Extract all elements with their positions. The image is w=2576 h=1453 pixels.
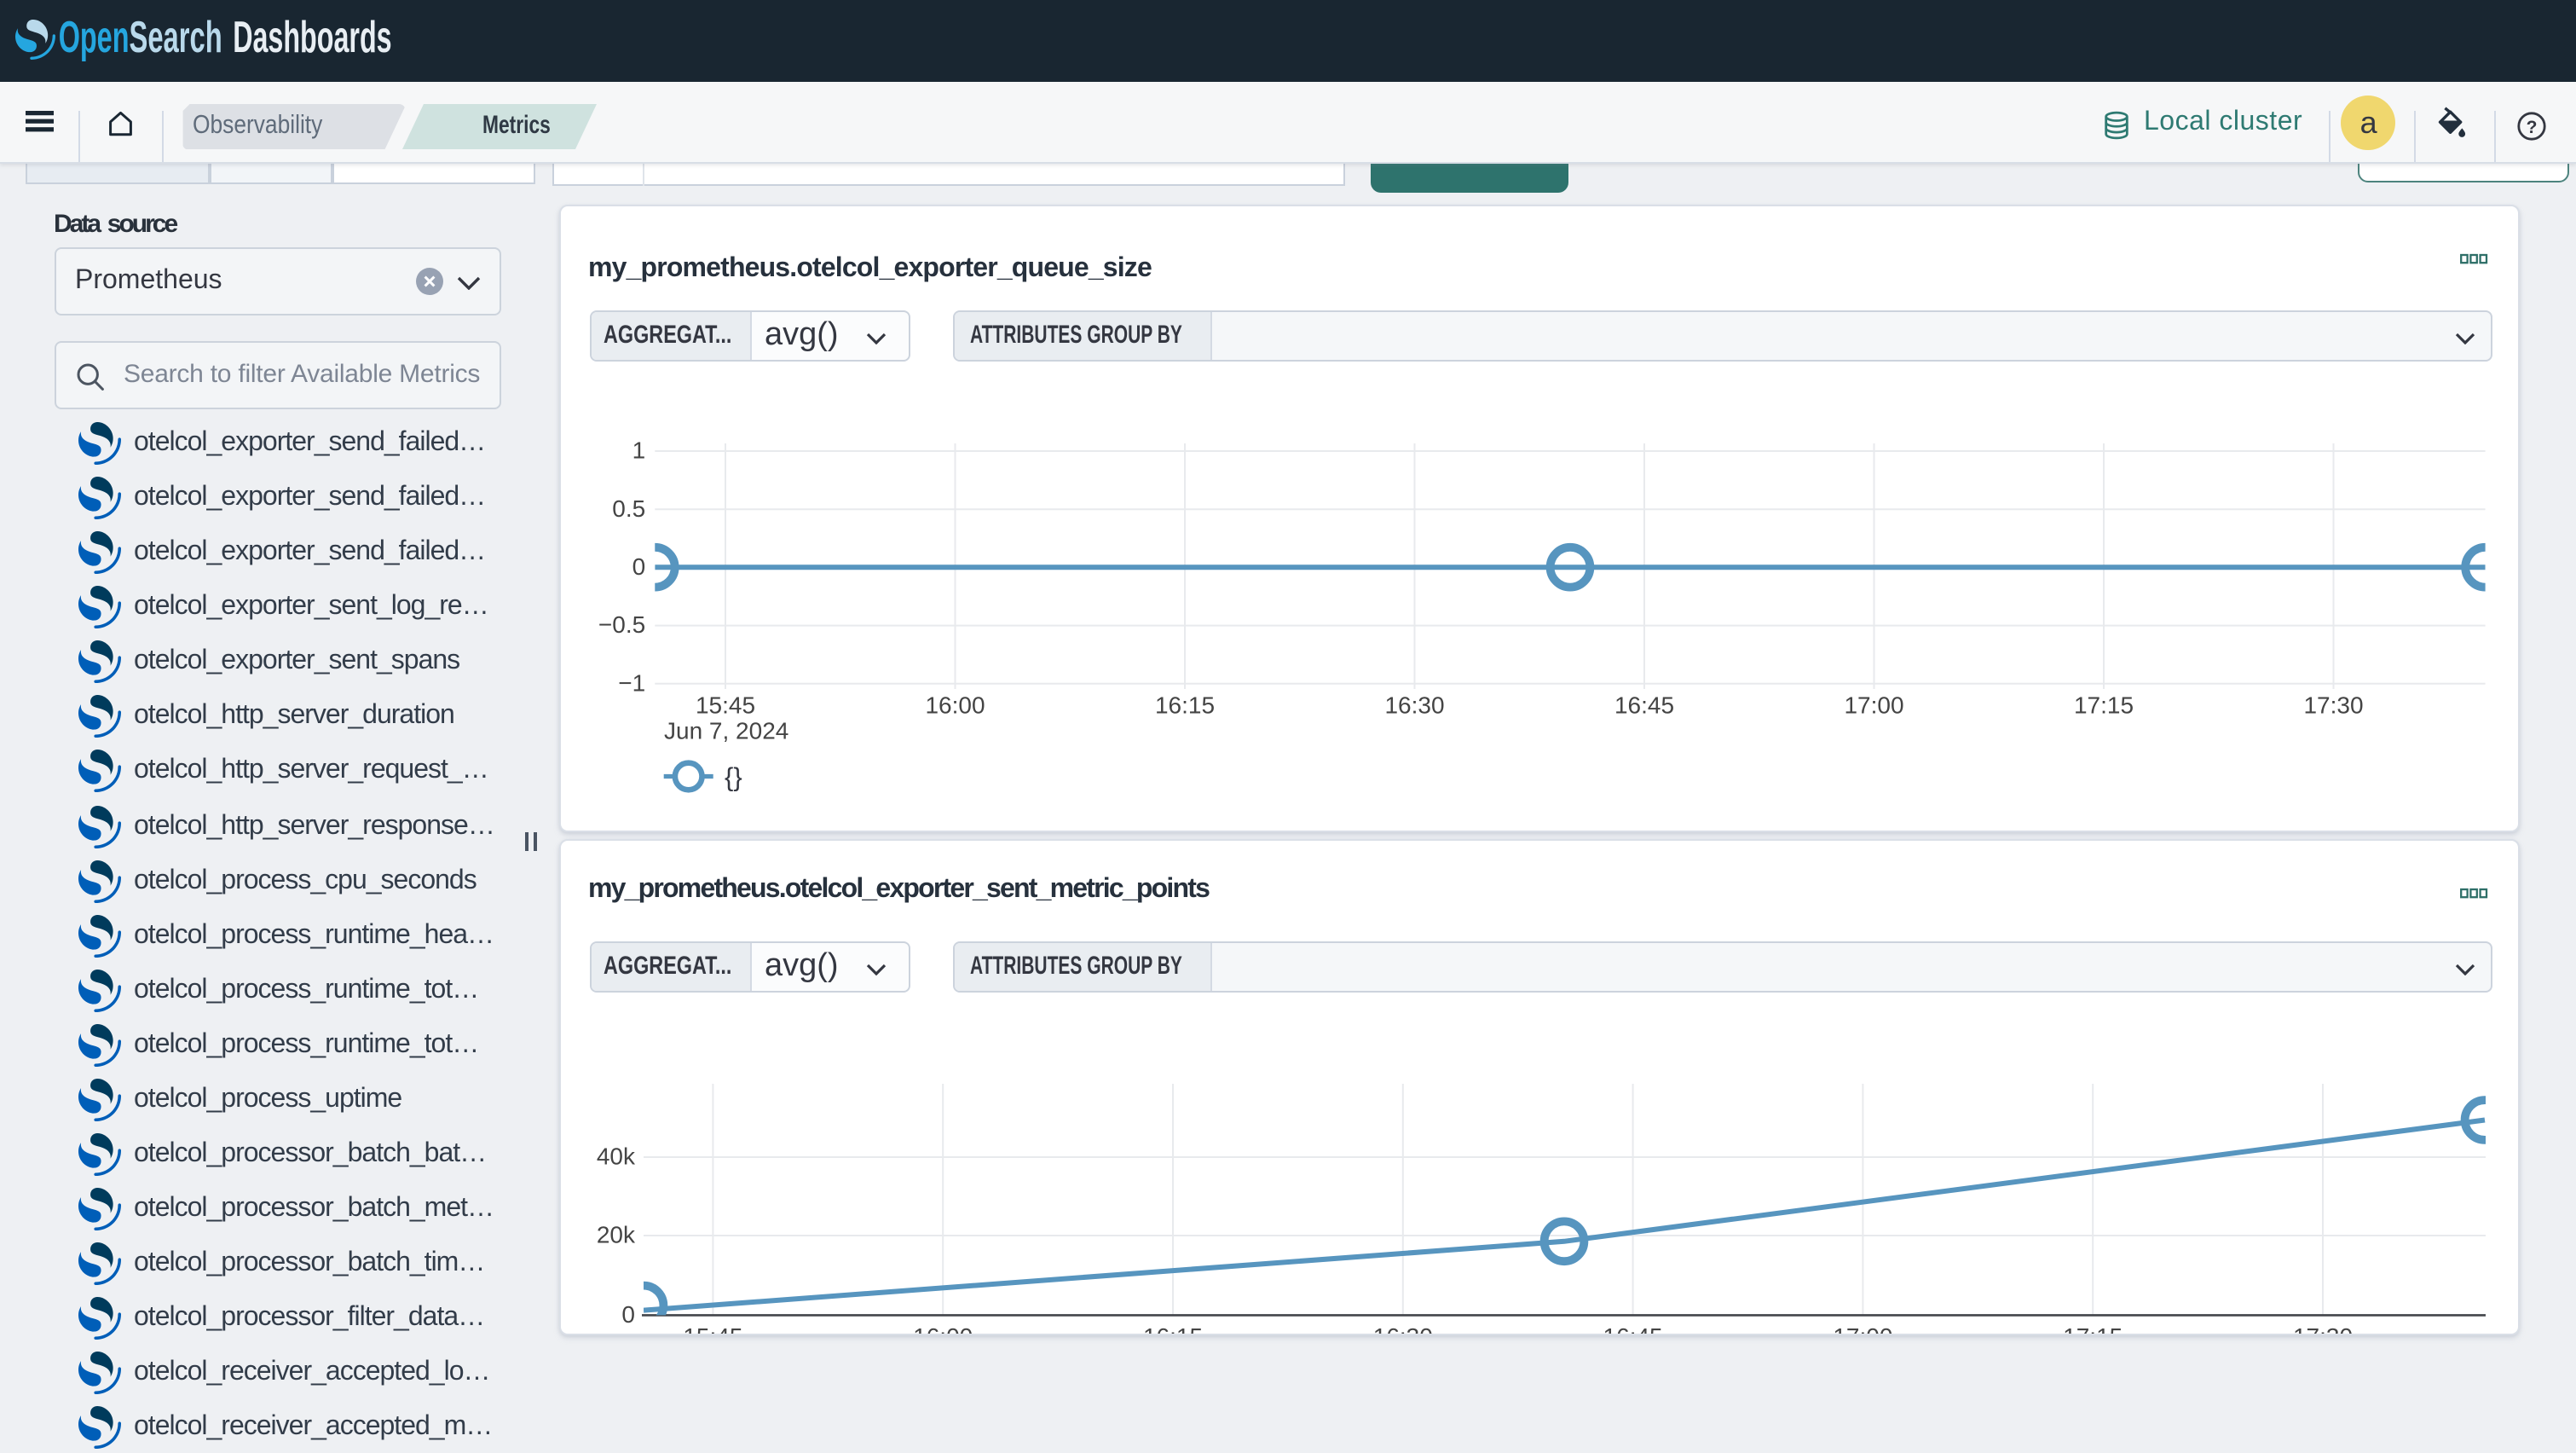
svg-text:17:15: 17:15 bbox=[2074, 692, 2134, 719]
svg-text:0: 0 bbox=[632, 553, 646, 580]
svg-text:15:45: 15:45 bbox=[683, 1323, 742, 1336]
svg-text:Jun 7, 2024: Jun 7, 2024 bbox=[664, 718, 788, 744]
svg-text:Open: Open bbox=[59, 13, 130, 62]
svg-text:16:30: 16:30 bbox=[1373, 1323, 1433, 1336]
svg-text:0.5: 0.5 bbox=[612, 495, 645, 522]
svg-text:16:15: 16:15 bbox=[1143, 1323, 1203, 1336]
svg-text:17:30: 17:30 bbox=[2303, 692, 2363, 719]
svg-text:{}: {} bbox=[725, 761, 742, 791]
svg-text:16:45: 16:45 bbox=[1603, 1323, 1663, 1336]
svg-text:?: ? bbox=[2526, 118, 2537, 137]
svg-text:20k: 20k bbox=[597, 1221, 636, 1247]
svg-text:−0.5: −0.5 bbox=[598, 611, 645, 638]
svg-text:17:00: 17:00 bbox=[1833, 1323, 1892, 1336]
svg-text:0: 0 bbox=[621, 1300, 635, 1327]
svg-text:40k: 40k bbox=[597, 1143, 636, 1169]
svg-text:15:45: 15:45 bbox=[696, 692, 755, 719]
svg-text:Dashboards: Dashboards bbox=[233, 13, 391, 62]
svg-text:Search: Search bbox=[130, 13, 222, 62]
svg-text:16:30: 16:30 bbox=[1384, 692, 1444, 719]
svg-text:17:15: 17:15 bbox=[2063, 1323, 2123, 1336]
svg-text:16:15: 16:15 bbox=[1155, 692, 1215, 719]
svg-text:1: 1 bbox=[632, 437, 646, 464]
svg-text:16:00: 16:00 bbox=[925, 692, 985, 719]
svg-text:17:00: 17:00 bbox=[1844, 692, 1903, 719]
svg-text:17:30: 17:30 bbox=[2293, 1323, 2353, 1336]
svg-text:16:45: 16:45 bbox=[1614, 692, 1674, 719]
svg-text:−1: −1 bbox=[618, 669, 645, 696]
svg-text:16:00: 16:00 bbox=[913, 1323, 973, 1336]
